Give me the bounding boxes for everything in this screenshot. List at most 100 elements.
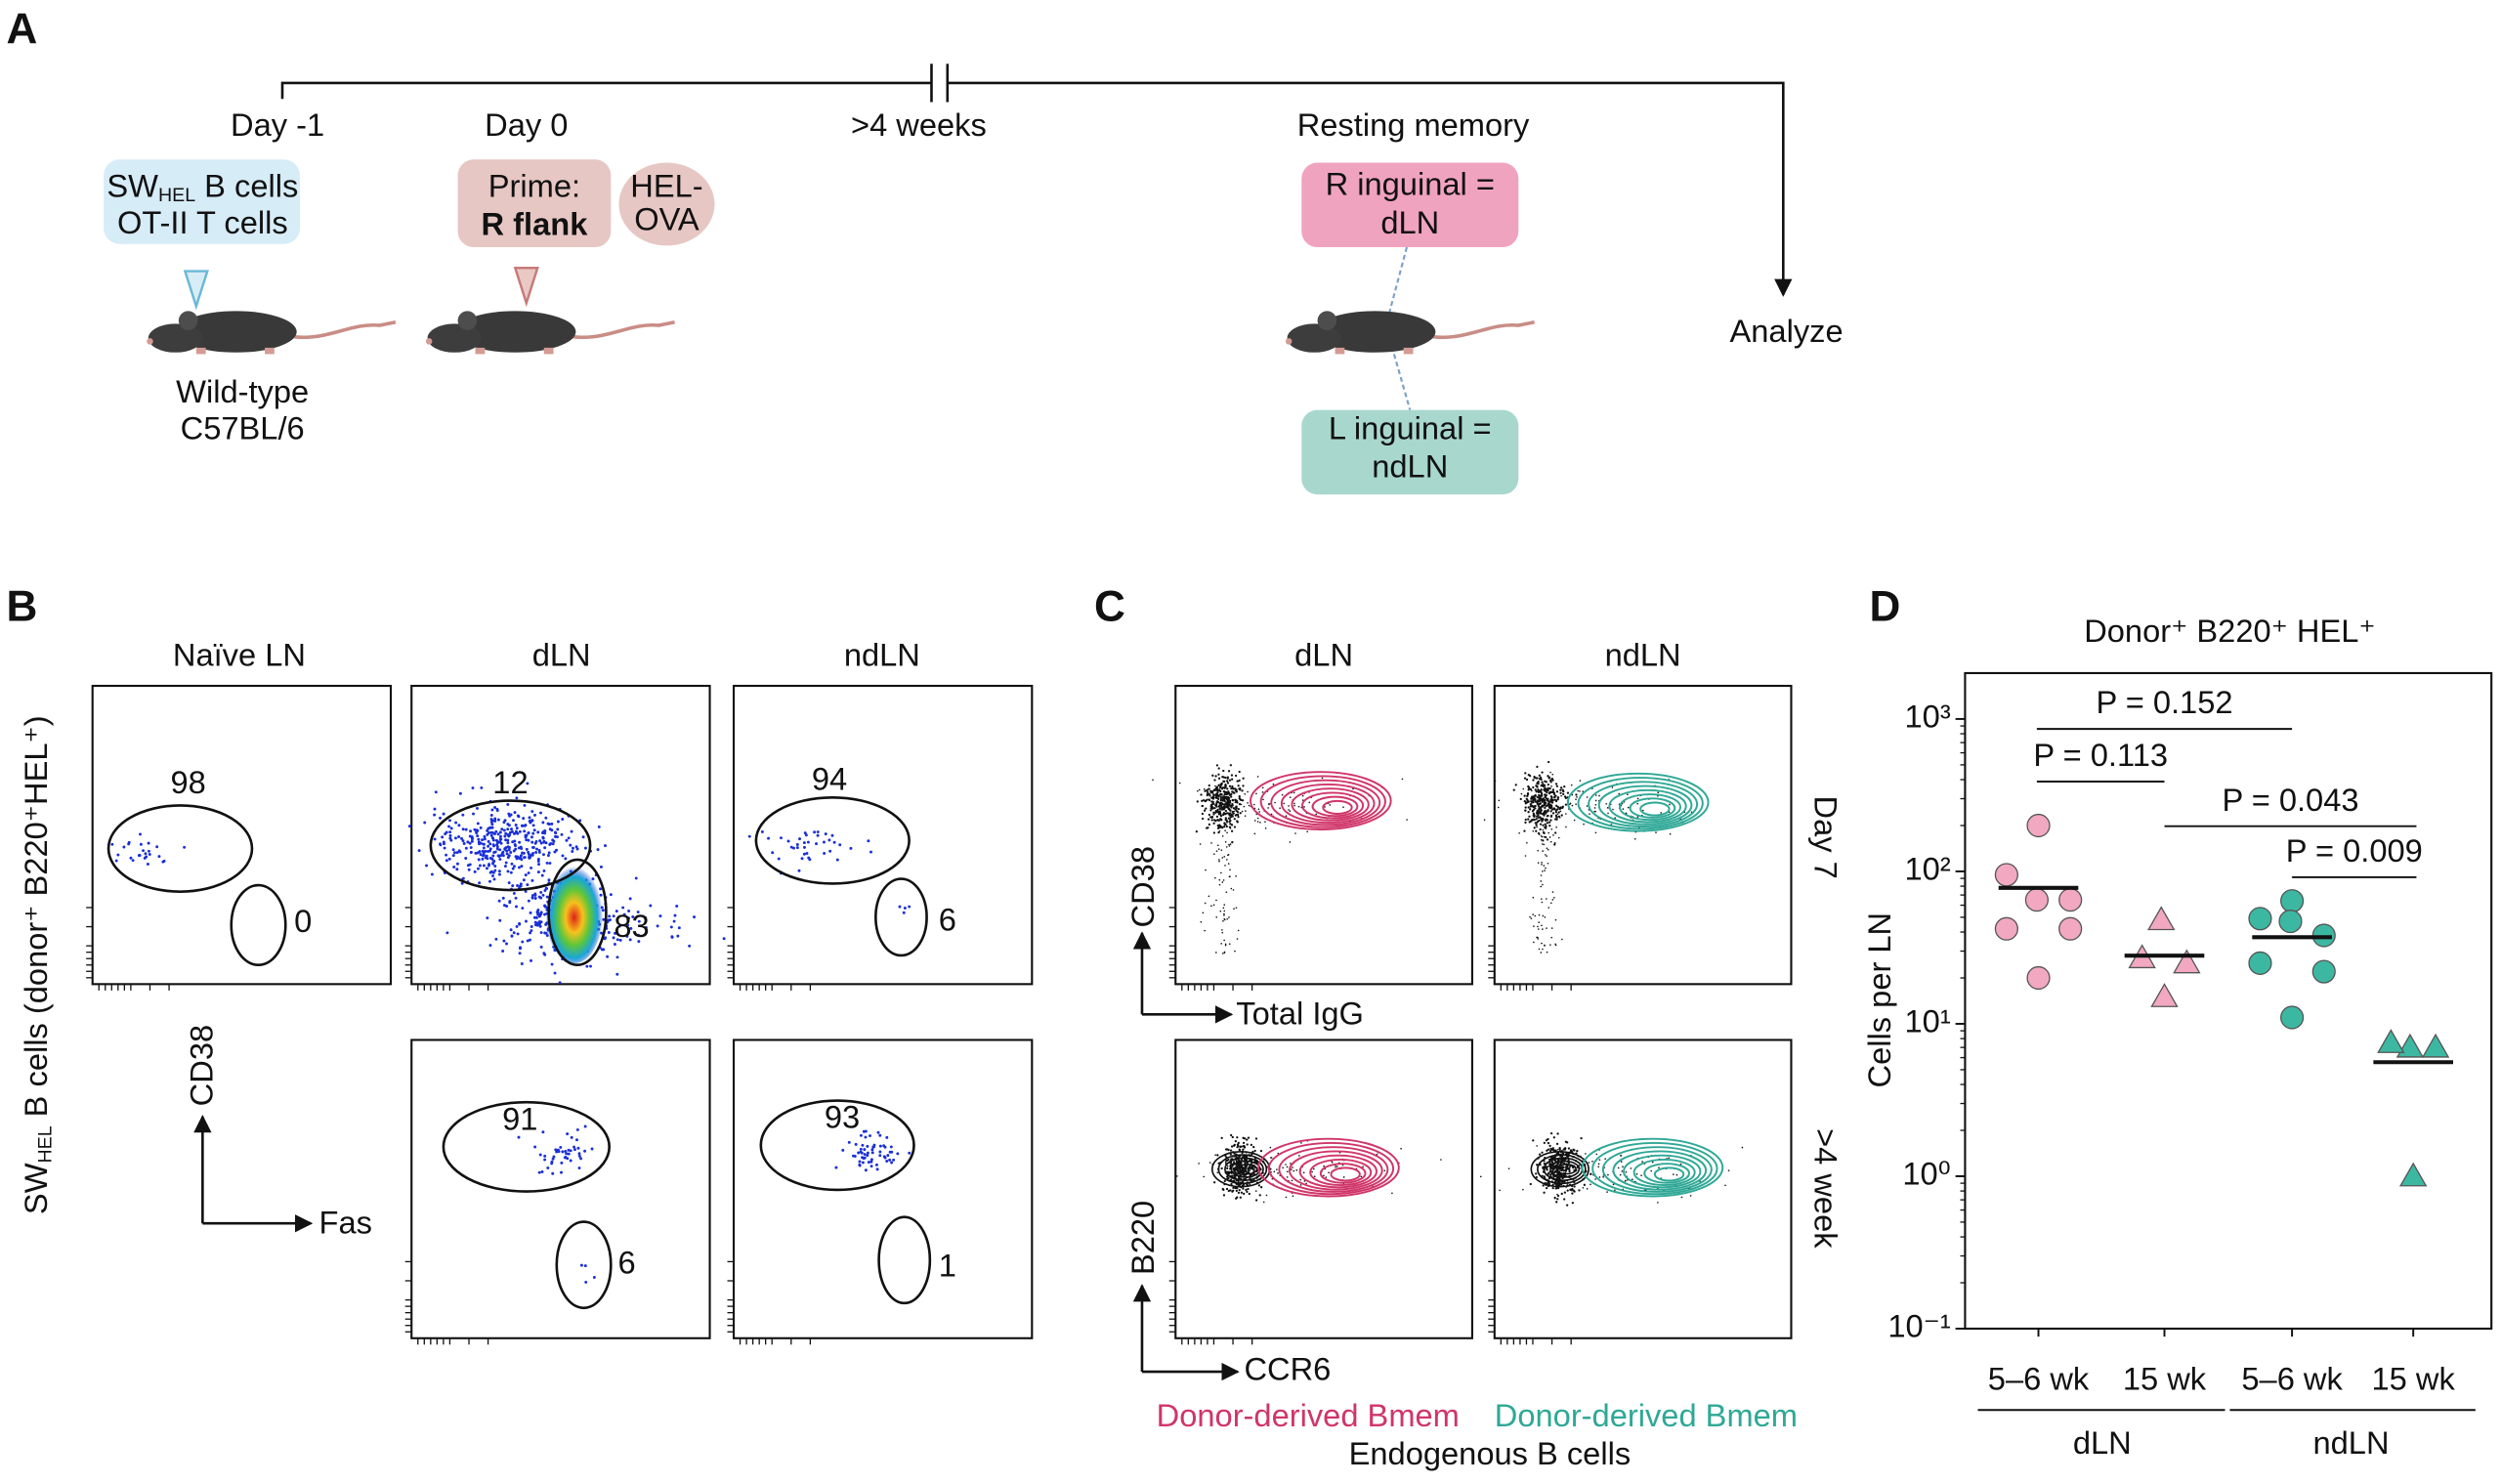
event-dot: [908, 1151, 911, 1155]
event-dot: [1636, 802, 1639, 805]
event-dot: [550, 822, 554, 826]
event-dot: [498, 858, 502, 862]
event-dot: [1224, 1161, 1227, 1164]
event-dot: [1549, 806, 1552, 809]
event-dot: [443, 846, 446, 850]
event-dot: [1499, 1189, 1501, 1192]
event-dot: [1549, 781, 1552, 784]
event-dot: [535, 847, 538, 851]
event-dot: [1226, 804, 1229, 807]
event-dot: [477, 858, 481, 862]
event-dot: [539, 890, 543, 894]
event-dot: [515, 924, 519, 928]
event-dot: [838, 843, 842, 847]
event-dot: [1530, 917, 1533, 919]
event-dot: [453, 836, 457, 840]
event-dot: [570, 1135, 573, 1139]
event-dot: [1152, 779, 1154, 782]
event-dot: [569, 843, 572, 847]
event-dot: [110, 842, 114, 846]
p-value: P = 0.113: [2033, 737, 2168, 773]
event-dot: [1573, 819, 1576, 822]
event-dot: [527, 899, 530, 903]
event-dot: [798, 837, 802, 841]
event-dot: [1533, 815, 1536, 819]
event-dot: [604, 936, 608, 940]
event-dot: [548, 827, 552, 831]
event-dot: [540, 1170, 544, 1173]
event-dot: [496, 818, 500, 822]
event-dot: [1228, 843, 1230, 846]
x-tick-label: 15 wk: [2372, 1360, 2456, 1396]
event-dot: [448, 830, 452, 834]
event-dot: [1252, 803, 1255, 806]
event-dot: [482, 864, 486, 868]
event-dot: [533, 923, 537, 927]
event-dot: [1570, 1189, 1573, 1192]
event-dot: [1542, 850, 1544, 852]
event-dot: [552, 1155, 556, 1159]
event-dot: [417, 849, 421, 853]
event-dot: [1226, 776, 1229, 779]
event-dot: [1606, 1191, 1608, 1193]
event-dot: [574, 845, 578, 849]
event-dot: [1289, 841, 1292, 843]
event-dot: [521, 907, 525, 911]
event-dot: [828, 849, 832, 853]
event-dot: [1542, 883, 1544, 886]
event-dot: [1655, 831, 1657, 833]
event-dot: [1231, 786, 1235, 790]
event-dot: [1537, 936, 1539, 939]
event-dot: [468, 863, 472, 867]
panel-label: A: [7, 5, 38, 53]
event-dot: [675, 904, 679, 908]
event-dot: [1196, 800, 1199, 803]
legend-text: Endogenous B cells: [1349, 1435, 1632, 1471]
event-dot: [487, 849, 489, 853]
event-dot: [1230, 887, 1233, 890]
y-tick-label: 10¹: [1905, 1003, 1951, 1039]
event-dot: [1518, 831, 1520, 834]
event-dot: [501, 950, 505, 953]
event-dot: [1544, 916, 1547, 918]
event-dot: [1535, 800, 1538, 803]
event-dot: [622, 912, 626, 916]
event-dot: [491, 870, 495, 874]
event-dot: [1527, 773, 1530, 777]
event-dot: [1209, 789, 1212, 792]
event-dot: [1285, 1196, 1288, 1199]
event-dot: [481, 849, 485, 853]
event-dot: [1216, 1154, 1219, 1157]
event-dot: [546, 854, 550, 858]
event-dot: [514, 844, 518, 848]
event-dot: [1535, 824, 1538, 827]
event-dot: [559, 1145, 563, 1149]
gate-percent: 12: [492, 764, 528, 800]
event-dot: [858, 1160, 862, 1164]
event-dot: [514, 830, 518, 834]
event-dot: [543, 1158, 547, 1162]
event-dot: [1217, 848, 1220, 851]
event-dot: [1225, 792, 1228, 794]
event-dot: [514, 823, 518, 827]
event-dot: [1236, 800, 1239, 802]
event-dot: [1229, 816, 1233, 819]
event-dot: [148, 853, 151, 856]
event-dot: [1227, 802, 1230, 805]
event-dot: [490, 819, 494, 823]
event-dot: [1216, 844, 1219, 847]
event-dot: [1211, 800, 1214, 804]
event-dot: [1250, 1166, 1253, 1168]
event-dot: [1244, 1167, 1247, 1170]
event-dot: [1540, 838, 1543, 841]
event-dot: [464, 846, 468, 850]
event-dot: [1250, 1167, 1252, 1170]
event-dot: [451, 854, 455, 858]
event-dot: [526, 883, 530, 887]
event-dot: [1208, 798, 1210, 801]
event-dot: [805, 852, 809, 855]
event-dot: [1529, 805, 1532, 808]
event-dot: [795, 843, 799, 846]
event-dot: [1272, 783, 1275, 785]
